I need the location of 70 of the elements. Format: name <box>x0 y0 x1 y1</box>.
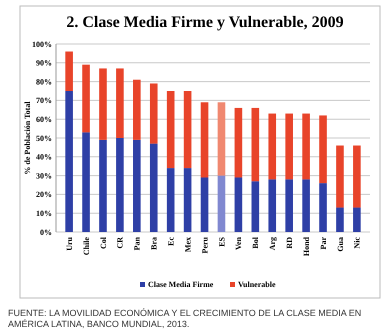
x-tick-label: Chile <box>82 236 91 256</box>
bar <box>353 146 361 208</box>
bar <box>82 64 90 132</box>
bar <box>285 114 293 180</box>
x-tick-label: Gua <box>336 237 345 252</box>
y-tick-label: 10% <box>36 209 52 218</box>
bar <box>65 91 73 232</box>
y-tick-label: 60% <box>36 115 52 124</box>
bar <box>133 140 141 232</box>
bar <box>150 144 158 232</box>
x-tick-label: Arg <box>268 237 278 250</box>
y-tick-label: 0% <box>40 228 52 237</box>
x-tick-label: Hond <box>302 236 311 256</box>
bar <box>252 108 260 182</box>
y-tick-label: 90% <box>36 58 52 68</box>
bar <box>200 102 208 178</box>
bar <box>353 208 361 232</box>
bar <box>150 83 158 144</box>
x-tick-label: Col <box>98 236 108 249</box>
bar <box>82 132 90 232</box>
bar <box>166 91 174 168</box>
y-tick-label: 80% <box>36 77 52 86</box>
bar <box>319 115 327 184</box>
bar <box>116 68 124 138</box>
bar <box>285 179 293 232</box>
legend-label: Vulnerable <box>238 280 276 289</box>
bar <box>336 208 344 232</box>
bar <box>302 179 310 232</box>
y-tick-label: 70% <box>36 96 52 106</box>
bar <box>184 168 192 232</box>
bar <box>200 177 208 232</box>
bar <box>268 179 276 232</box>
bar <box>99 68 107 140</box>
bar <box>302 114 310 180</box>
x-tick-label: Bra <box>150 237 159 250</box>
x-tick-label: Nic <box>352 236 362 249</box>
bar <box>218 176 226 232</box>
x-tick-label: RD <box>284 236 294 249</box>
x-tick-label: CR <box>116 236 125 249</box>
x-tick-label: Uru <box>64 236 74 251</box>
y-tick-label: 50% <box>36 134 52 143</box>
bar <box>234 177 242 232</box>
bar <box>336 146 344 208</box>
x-tick-label: Ven <box>234 236 244 250</box>
x-tick-label: Ec <box>166 236 176 246</box>
bar <box>252 181 260 232</box>
y-tick-label: 40% <box>36 152 52 162</box>
bar <box>133 80 141 140</box>
chart-title: 2. Clase Media Firme y Vulnerable, 2009 <box>66 14 344 31</box>
bar <box>234 108 242 178</box>
bar <box>319 183 327 232</box>
bar <box>65 52 73 91</box>
x-tick-label: Par <box>318 236 328 250</box>
bar <box>166 168 174 232</box>
y-tick-label: 100% <box>32 40 52 49</box>
x-tick-label: Pan <box>132 236 142 250</box>
source-note: FUENTE: LA MOVILIDAD ECONÓMICA Y EL CRECIMIENTO DE LA CLASE MEDIA EN AMÉRICA LATINA, BANCO MUNDIAL, 2013. <box>8 308 362 330</box>
bar <box>184 91 192 168</box>
y-tick-label: 30% <box>36 171 52 180</box>
bar <box>218 102 226 176</box>
y-axis-title: % de Población Total <box>23 100 32 175</box>
x-tick-label: Mex <box>183 237 192 252</box>
bar <box>116 138 124 232</box>
bar <box>268 114 276 180</box>
x-tick-label: ES <box>217 236 226 247</box>
legend-label: Clase Media Firme <box>148 280 214 289</box>
x-tick-label: Peru <box>200 236 210 254</box>
y-tick-label: 20% <box>36 190 52 200</box>
x-tick-label: Bol <box>251 236 260 249</box>
bar <box>99 140 107 232</box>
